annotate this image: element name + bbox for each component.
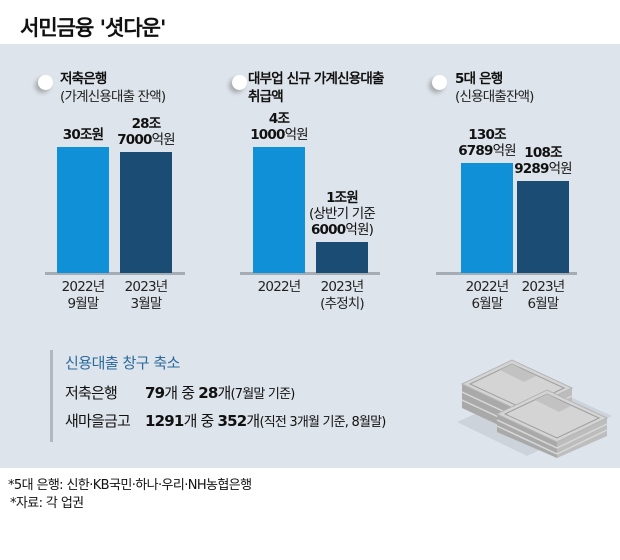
- data-label-line: (상반기 기준: [308, 206, 376, 223]
- data-label-line: 4조: [268, 111, 290, 127]
- category-label-line: 2022년: [465, 279, 510, 295]
- category-label-line: 9월말: [67, 296, 99, 312]
- data-label: 108조 9289억원: [514, 145, 572, 177]
- reduced-count: 352: [217, 412, 248, 430]
- summary-row-saemaul: 새마을금고 1291개 중 352개(직전 3개월 기준, 8월말): [65, 410, 386, 431]
- summary-row-savings: 저축은행 79개 중 28개(7월말 기준): [65, 382, 295, 403]
- total-unit: 개 중: [183, 412, 218, 430]
- chart-title: 서민금융 '셧다운': [20, 16, 166, 40]
- total-count: 1291: [145, 412, 184, 430]
- category-label: 2022년: [257, 279, 302, 296]
- baseline: [45, 272, 185, 275]
- category-label-line: 3월말: [130, 296, 162, 312]
- data-label-line: 6000억원): [310, 222, 374, 239]
- data-label-line: 130조: [468, 127, 506, 143]
- row-note: (직전 3개월 기준, 8월말): [259, 415, 386, 430]
- data-label: 28조 7000억원: [117, 116, 175, 148]
- institution-name: 저축은행: [65, 384, 118, 402]
- bar-1-1: [316, 242, 368, 273]
- institution-name: 새마을금고: [65, 412, 131, 430]
- category-label-line: 2022년: [61, 279, 106, 295]
- category-label: 2022년 6월말: [465, 279, 510, 313]
- category-label: 2023년 3월말: [124, 279, 169, 313]
- category-label-line: 2023년: [320, 279, 365, 295]
- bullet-icon: [432, 75, 447, 90]
- bar-0-1: [120, 152, 172, 273]
- category-label-line: 2023년: [521, 279, 566, 295]
- footnote-banks: *5대 은행: 신한·KB국민·하나·우리·NH농협은행: [8, 478, 252, 493]
- group-title-line-1: 대부업 신규 가계신용대출: [248, 71, 384, 87]
- money-stack-icon: [457, 359, 612, 458]
- group-subtitle: (신용대출잔액): [455, 89, 534, 105]
- row-note: (7월말 기준): [230, 387, 296, 402]
- footnote-source: *자료: 각 업권: [10, 496, 84, 511]
- reduced-count: 28: [198, 384, 218, 402]
- group-title: 저축은행: [60, 71, 107, 87]
- data-label-line: 1000억원: [250, 127, 308, 143]
- total-unit: 개 중: [164, 384, 199, 402]
- chart-group-big5-banks: 5대 은행 (신용대출잔액): [0, 44, 534, 364]
- group-title-line-2: 취급액: [248, 89, 284, 105]
- category-label-line: 2022년: [257, 279, 302, 295]
- category-label: 2023년 (추정치): [320, 279, 365, 313]
- data-label-line: 108조: [524, 145, 562, 162]
- data-label-line: 6789억원: [458, 143, 516, 159]
- category-label: 2022년 9월말: [61, 279, 106, 313]
- category-label-line: 6월말: [527, 296, 559, 312]
- data-label: 1조원 (상반기 기준 6000억원): [308, 190, 376, 239]
- summary-title: 신용대출 창구 축소: [65, 354, 180, 372]
- summary-box: 신용대출 창구 축소 저축은행 79개 중 28개(7월말 기준) 새마을금고 12…: [50, 350, 430, 442]
- baseline: [240, 272, 380, 275]
- bar-1-0: [253, 147, 305, 273]
- bullet-icon: [38, 75, 53, 90]
- bar-2-1: [517, 181, 569, 273]
- bar-2-0: [461, 163, 513, 273]
- data-label: 130조 6789억원: [458, 127, 516, 159]
- chart-group-lending-firms: 대부업 신규 가계신용대출 취급액: [0, 44, 384, 364]
- bullet-icon: [232, 75, 247, 90]
- group-subtitle: (가계신용대출 잔액): [60, 89, 166, 105]
- chart-panel: 저축은행 (가계신용대출 잔액) 대부업 신규 가계신용대출 취급액 5대 은행…: [0, 44, 620, 468]
- data-label-line: 9289억원: [514, 161, 572, 178]
- total-count: 79: [145, 384, 165, 402]
- bar-0-0: [57, 147, 109, 273]
- data-label-line: 30조원: [62, 127, 104, 143]
- chart-group-savings-banks: 저축은행 (가계신용대출 잔액): [0, 44, 200, 364]
- data-label-line: 1조원: [326, 190, 359, 207]
- category-label-line: 6월말: [471, 296, 503, 312]
- category-label-line: 2023년: [124, 279, 169, 295]
- baseline: [436, 272, 577, 275]
- data-label-line: 7000억원: [117, 132, 175, 149]
- count-unit: 개: [217, 384, 232, 402]
- data-label: 4조 1000억원: [250, 111, 308, 143]
- data-label-line: 28조: [131, 116, 162, 133]
- category-label: 2023년 6월말: [521, 279, 566, 313]
- count-unit: 개: [246, 412, 260, 430]
- group-title: 5대 은행: [455, 71, 503, 87]
- data-label: 30조원: [62, 127, 104, 143]
- category-label-line: (추정치): [320, 296, 365, 312]
